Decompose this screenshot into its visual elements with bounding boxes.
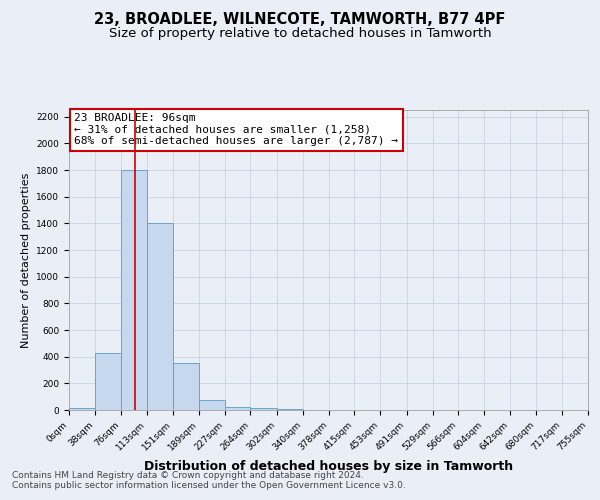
Y-axis label: Number of detached properties: Number of detached properties — [21, 172, 31, 348]
X-axis label: Distribution of detached houses by size in Tamworth: Distribution of detached houses by size … — [144, 460, 513, 473]
Text: Contains public sector information licensed under the Open Government Licence v3: Contains public sector information licen… — [12, 481, 406, 490]
Text: 23, BROADLEE, WILNECOTE, TAMWORTH, B77 4PF: 23, BROADLEE, WILNECOTE, TAMWORTH, B77 4… — [94, 12, 506, 28]
Bar — [95, 352, 121, 410]
Text: 23 BROADLEE: 96sqm
← 31% of detached houses are smaller (1,258)
68% of semi-deta: 23 BROADLEE: 96sqm ← 31% of detached hou… — [74, 113, 398, 146]
Text: Size of property relative to detached houses in Tamworth: Size of property relative to detached ho… — [109, 28, 491, 40]
Bar — [121, 170, 146, 410]
Bar — [225, 408, 250, 410]
Bar — [173, 364, 199, 410]
Bar — [250, 408, 277, 410]
Bar — [69, 408, 95, 410]
Bar — [199, 400, 225, 410]
Bar — [146, 224, 173, 410]
Text: Contains HM Land Registry data © Crown copyright and database right 2024.: Contains HM Land Registry data © Crown c… — [12, 471, 364, 480]
